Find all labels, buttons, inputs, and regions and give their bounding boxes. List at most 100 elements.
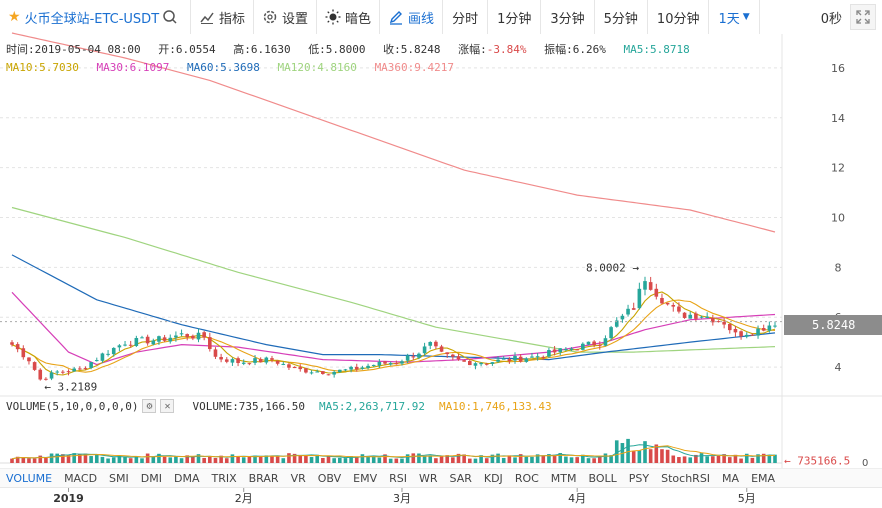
tab-kdj[interactable]: KDJ xyxy=(483,471,503,485)
volume-bar xyxy=(501,457,506,463)
candle-body xyxy=(688,314,693,319)
tab-mtm[interactable]: MTM xyxy=(550,471,577,485)
tab-volume[interactable]: VOLUME xyxy=(6,471,53,485)
tab-brar[interactable]: BRAR xyxy=(248,471,279,485)
volume-bar xyxy=(38,455,43,463)
candle-body xyxy=(739,331,743,337)
volume-bar xyxy=(298,455,303,463)
draw-button[interactable]: 画线 xyxy=(380,2,442,32)
period-10min[interactable]: 10分钟 xyxy=(656,11,700,27)
volume-bar xyxy=(338,457,342,463)
candle-body xyxy=(626,308,630,315)
candle-body xyxy=(660,297,664,304)
dark-mode-label: 暗色 xyxy=(345,11,372,27)
candle-body xyxy=(569,348,574,350)
candle-body xyxy=(241,362,246,364)
volume-bar xyxy=(224,458,229,463)
candle-body xyxy=(292,366,297,369)
candle-body xyxy=(72,368,76,372)
toolbar-divider xyxy=(593,0,595,34)
candle-body xyxy=(304,368,308,373)
candle-body xyxy=(287,364,291,368)
candle-body xyxy=(253,358,257,363)
volume-bar xyxy=(66,455,71,463)
volume-bar xyxy=(326,455,331,463)
dark-mode-button[interactable]: 暗色 xyxy=(317,2,379,32)
indicator-button[interactable]: 指标 xyxy=(191,2,253,32)
volume-bar xyxy=(400,458,404,463)
volume-bar xyxy=(688,457,693,463)
tab-macd[interactable]: MACD xyxy=(64,471,98,485)
volume-bar xyxy=(83,453,88,463)
candle-body xyxy=(349,366,353,370)
volume-bar xyxy=(682,456,687,463)
tab-emv[interactable]: EMV xyxy=(353,471,378,485)
candle-body xyxy=(445,352,449,355)
gear-icon[interactable]: ⚙ xyxy=(142,399,157,413)
volume-bar xyxy=(27,458,31,463)
tab-trix[interactable]: TRIX xyxy=(211,471,237,485)
tab-ema[interactable]: EMA xyxy=(751,471,776,485)
volume-bar xyxy=(219,455,223,463)
tab-wr[interactable]: WR xyxy=(418,471,438,485)
symbol-selector[interactable]: ★ 火币全球站-ETC-USDT xyxy=(0,2,190,32)
active-period: 1天 xyxy=(718,11,740,27)
volume-bar xyxy=(445,455,449,463)
tab-boll[interactable]: BOLL xyxy=(588,471,617,485)
candle-body xyxy=(377,361,382,366)
volume-bar xyxy=(541,455,546,463)
candle-body xyxy=(174,335,178,338)
candle-body xyxy=(597,344,602,346)
volume-bar xyxy=(315,454,319,463)
period-3min[interactable]: 3分钟 xyxy=(550,11,585,27)
candle-body xyxy=(620,315,625,320)
volume-bar xyxy=(49,453,54,463)
low-annotation: ← 3.2189 xyxy=(44,381,97,394)
volume-bar xyxy=(287,453,291,463)
settings-button[interactable]: 设置 xyxy=(254,2,316,32)
volume-bar xyxy=(354,456,359,463)
candle-body xyxy=(400,361,404,364)
volume-bar xyxy=(564,456,568,463)
candle-body xyxy=(230,359,235,363)
fullscreen-button[interactable] xyxy=(850,4,876,30)
volume-bar xyxy=(665,449,670,463)
close-icon[interactable]: ✕ xyxy=(160,399,175,413)
candle-body xyxy=(507,359,512,362)
candle-body xyxy=(722,321,726,325)
search-icon[interactable] xyxy=(162,9,178,25)
volume-bar xyxy=(581,454,585,463)
volume-bar xyxy=(428,455,433,463)
star-icon[interactable]: ★ xyxy=(8,9,21,25)
candle-body xyxy=(541,356,546,358)
candle-body xyxy=(236,358,240,364)
tab-dmi[interactable]: DMI xyxy=(140,471,162,485)
period-timeline[interactable]: 分时 xyxy=(452,11,479,27)
volume-bar xyxy=(462,454,466,463)
volume-bar xyxy=(140,458,144,463)
candle-body xyxy=(456,356,461,360)
volume-bar xyxy=(518,454,523,463)
tab-stochrsi[interactable]: StochRSI xyxy=(661,471,711,485)
y-tick-label: 12 xyxy=(831,162,845,175)
tab-ma[interactable]: MA xyxy=(722,471,740,485)
tab-rsi[interactable]: RSI xyxy=(389,471,407,485)
volume-bar xyxy=(484,458,489,463)
tab-vr[interactable]: VR xyxy=(290,471,306,485)
tab-obv[interactable]: OBV xyxy=(317,471,342,485)
tab-roc[interactable]: ROC xyxy=(514,471,539,485)
toolbar-divider xyxy=(646,0,648,34)
period-dropdown[interactable]: 1天 ▼ xyxy=(709,2,758,32)
volume-bar xyxy=(10,458,14,463)
tab-sar[interactable]: SAR xyxy=(449,471,472,485)
volume-bar xyxy=(733,454,738,463)
period-1min[interactable]: 1分钟 xyxy=(497,11,532,27)
period-5min[interactable]: 5分钟 xyxy=(603,11,638,27)
candle-body xyxy=(15,344,20,350)
candle-body xyxy=(83,368,88,370)
tab-dma[interactable]: DMA xyxy=(173,471,200,485)
tab-smi[interactable]: SMI xyxy=(109,471,129,485)
candle-body xyxy=(264,357,269,363)
tab-psy[interactable]: PSY xyxy=(628,471,650,485)
